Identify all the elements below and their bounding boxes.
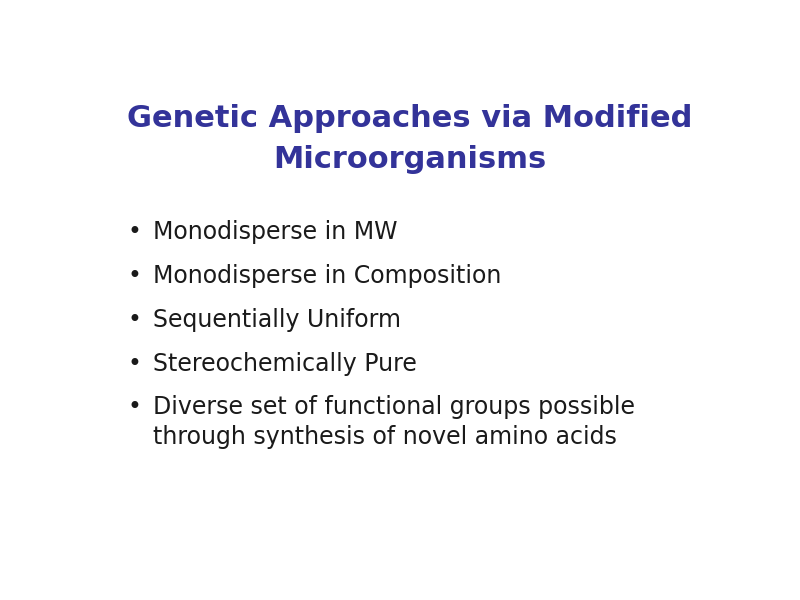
Text: Monodisperse in MW: Monodisperse in MW [153, 220, 397, 244]
Text: •: • [127, 395, 141, 419]
Text: Sequentially Uniform: Sequentially Uniform [153, 308, 401, 332]
Text: Monodisperse in Composition: Monodisperse in Composition [153, 264, 501, 288]
Text: •: • [127, 220, 141, 244]
Text: Diverse set of functional groups possible
through synthesis of novel amino acids: Diverse set of functional groups possibl… [153, 395, 634, 449]
Text: Genetic Approaches via Modified
Microorganisms: Genetic Approaches via Modified Microorg… [127, 104, 693, 174]
Text: Stereochemically Pure: Stereochemically Pure [153, 352, 417, 376]
Text: •: • [127, 352, 141, 376]
Text: •: • [127, 308, 141, 332]
Text: •: • [127, 264, 141, 288]
